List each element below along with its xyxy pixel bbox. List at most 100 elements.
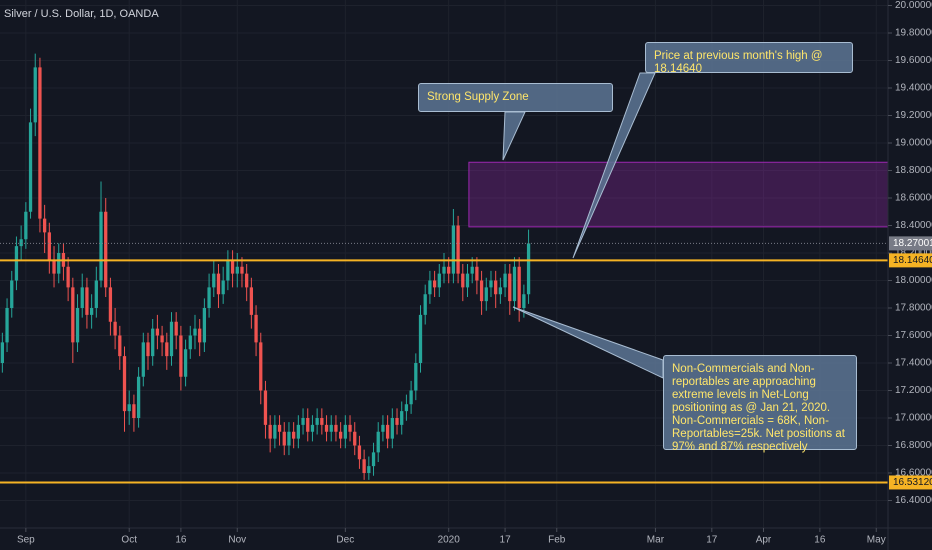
candle-body [353,431,357,446]
y-tick-label: 19.80000 [895,28,932,39]
candle-body [498,287,503,295]
candle-body [320,418,324,425]
candle-body [442,266,446,274]
candle-body [216,273,221,295]
candle-body [479,280,484,302]
candle-body [33,67,37,123]
chart-title: Silver / U.S. Dollar, 1D, OANDA [4,8,159,20]
y-tick-label: 16.80000 [895,440,932,451]
candle-body [437,273,441,288]
candle-body [517,266,521,308]
candle-body [85,287,89,315]
level-badge [889,475,932,490]
candle-body [5,308,9,343]
candle-body [104,211,108,288]
x-tick-label: 17 [500,535,512,546]
candle-body [512,266,517,302]
y-tick-label: 19.00000 [895,138,932,149]
last-price-label: 18.27001 [893,238,932,249]
candle-body [14,246,19,281]
candle-body [28,122,33,212]
candle-body [99,211,103,281]
candle-body [385,424,390,439]
candle-body [494,280,498,295]
candle-body [207,287,211,308]
candle-body [334,424,338,432]
candle-body [273,424,277,439]
candle-body [132,404,136,418]
candle-body [226,259,230,281]
candle-body [235,266,239,274]
y-tick-label: 17.80000 [895,303,932,314]
level-label: 16.53120 [893,477,932,488]
x-tick-label: Mar [647,535,665,546]
candle-body [301,418,305,425]
callout-pointer [502,111,526,161]
y-tick-label: 18.40000 [895,220,932,231]
candle-body [19,239,23,247]
candle-body [151,328,155,357]
x-tick-label: Dec [336,535,354,546]
level-badge [889,253,932,268]
candle-body [292,431,296,439]
candle-body [315,418,319,425]
candle-body [259,342,263,391]
candle-body [287,431,291,446]
candle-body [522,294,526,308]
y-tick-label: 16.40000 [895,495,932,506]
callout-pointer [572,72,656,259]
candle-body [338,431,343,439]
candle-body [146,342,150,357]
annotation[interactable]: Non-Commercials and Non-reportables are … [663,355,857,453]
candle-body [230,259,235,274]
y-tick-label: 18.60000 [895,193,932,204]
y-tick-label: 17.00000 [895,413,932,424]
candle-body [484,287,488,302]
candle-body [160,335,164,343]
candle-body [188,335,192,350]
candle-body [108,287,113,322]
candle-body [42,218,47,233]
candle-body [348,424,352,432]
y-tick-label: 18.80000 [895,165,932,176]
y-tick-label: 16.60000 [895,468,932,479]
candle-body [390,418,394,439]
candle-body [404,404,409,412]
candle-body [432,280,437,288]
candle-body [80,287,84,308]
y-tick-label: 18.00000 [895,275,932,286]
candle-body [465,273,470,288]
candle-body [447,266,451,274]
candle-body [376,431,380,453]
candle-body [202,308,207,343]
candle-body [118,335,122,357]
candle-body [306,418,310,432]
candle-body [240,266,244,274]
annotation[interactable]: Strong Supply Zone [418,83,613,112]
y-tick-label: 19.60000 [895,55,932,66]
x-tick-label: 17 [706,535,718,546]
candle-body [418,314,423,363]
candle-body [89,308,94,315]
supply-zone [468,161,889,228]
candle-body [198,328,202,343]
candle-body [174,321,178,336]
candle-body [136,376,141,418]
candle-body [221,280,225,295]
candle-body [324,424,329,432]
candle-body [179,335,183,377]
y-tick-label: 20.00000 [895,0,932,11]
candle-body [165,342,169,357]
candle-body [141,342,145,377]
candle-body [357,445,362,460]
candle-body [475,266,479,281]
y-tick-label: 17.40000 [895,358,932,369]
x-tick-label: Sep [17,535,35,546]
x-tick-label: 16 [175,535,187,546]
candle-body [395,418,399,425]
candle-body [409,390,413,405]
annotation[interactable]: Price at previous month's high @ 18.1464… [645,42,853,75]
candle-body [470,266,474,274]
candle-body [94,280,98,308]
